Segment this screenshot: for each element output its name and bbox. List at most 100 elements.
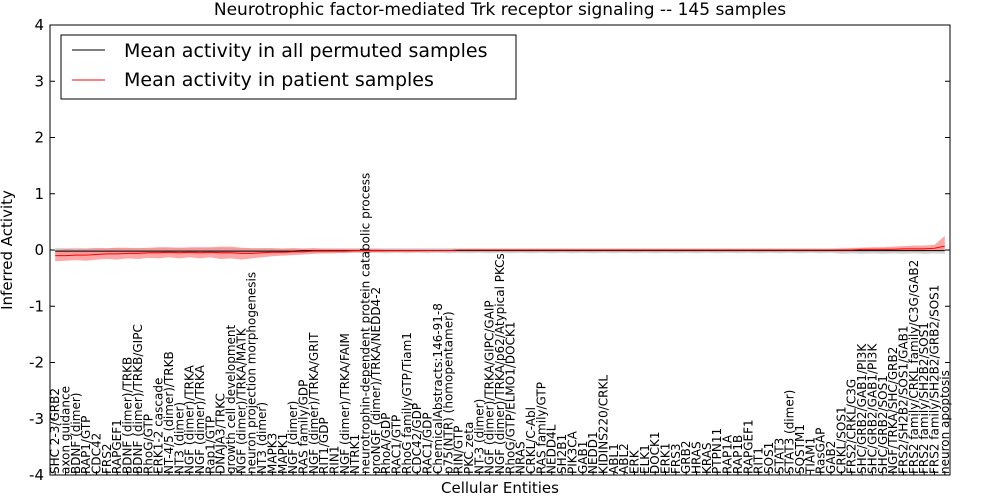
x-tick-label: p75(NTR) (homopentamer) [441,311,455,474]
x-tick-label: STAT3 [772,438,786,474]
x-tick-label: RIN/GTP [452,426,466,474]
x-tick-label: ABL1 [607,443,621,474]
y-tick-label: -2 [29,354,44,372]
y-tick-label: -3 [29,410,44,428]
x-tick-label: growth cell development [224,324,238,473]
x-tick-label: Rap1/GTP [203,416,217,474]
x-tick-label: MAPK3 [265,433,279,474]
x-tick-label: NRAS [514,441,528,474]
x-tick-label: NT-4/5 (dimer)/TRKB [162,351,176,474]
x-tick-label: RAPGEF1 [110,419,124,474]
chart-title: Neurotrophic factor-mediated Trk recepto… [214,0,786,20]
x-tick-label: NT-3 (dimer) [472,399,486,474]
x-tick-label: DOCK1 [648,431,662,474]
x-tick-label: BDNF (dimer)/TRKB/GIPC [131,324,145,474]
y-tick-label: 1 [34,185,44,203]
x-tick-label: RhoA/GDP [379,413,393,474]
x-tick-label: neuron projection morphogenesis [245,272,259,474]
x-tick-label: RAS family/GDP [296,380,310,474]
x-tick-label: FRS2 family/SH2B2/SOS1 [917,322,931,474]
x-tick-label: NGF (dimer)/TRKA/GIPC/GAIP [483,300,497,474]
line-patient [55,245,945,257]
y-tick-label: -4 [29,466,44,484]
x-tick-label: RasGAP [814,428,828,474]
x-tick-label: ABL2 [617,443,631,474]
y-tick-label: 2 [34,129,44,147]
x-tick-label: PTPN11 [710,428,724,474]
x-tick-label: SHC 2-3/GRB2 [48,388,62,474]
x-tick-label: SH2B1 [555,434,569,474]
x-tick-label: GAB1 [576,441,590,474]
x-tick-label: NEDD4L [545,424,559,474]
x-tick-label: NGF/TRKA/SHC/GRB2 [886,347,900,474]
x-tick-label: ERK1-2 cascade [152,378,166,474]
confidence-bands [55,235,945,262]
x-tick-label: neuron apoptosis [938,370,952,474]
x-tick-label: ChemicalAbstracts:146-91-8 [431,303,445,474]
x-tick-label: RIT1 [752,447,766,474]
x-tick-label: RhoG/GTP/ELMO1/DOCK1 [503,322,517,474]
x-tick-label: FRS2 family/CRKL family/C3G/GAB2 [907,260,921,474]
y-tick-label: -1 [29,297,44,315]
x-tick-label: FRS3 [669,444,683,475]
x-tick-label: NGF (dimer)/TRKA [183,364,197,474]
x-tick-label: NEDD1 [586,431,600,474]
x-tick-label: FRS2 family/SH2B2/GRB2/SOS1 [928,285,942,474]
x-tick-label: ELK1 [638,444,652,474]
y-axis-label: Inferred Activity [0,190,16,310]
x-tick-label: TIAM1 [803,437,817,475]
x-tick-label: SOS1 [762,442,776,474]
x-tick-label: RhoG/GTP [141,414,155,474]
x-tick-label: RAC1/GDP [421,412,435,474]
y-tick-label: 3 [34,72,44,90]
x-tick-label: CDC42 [90,433,104,474]
x-tick-label: BDNF (dimer)/TRKB [121,357,135,474]
x-tick-label: RAP1/GTP [79,416,93,474]
x-tick-label: MAPK1 [276,433,290,474]
x-tick-label: RAS family/GTP [534,382,548,474]
x-tick-label: NT3 (dimer) [172,402,186,474]
x-tick-label: CRKL/SOS1 [834,406,848,474]
x-tick-label: neurotrophin-dependent protein catabolic… [359,173,373,474]
x-tick-label: NGF (dimer)/TRKA/GRIT [307,332,321,474]
x-tick-label: ERK [628,449,642,474]
legend: Mean activity in all permuted samples Me… [60,34,517,100]
x-tick-label: FRS2/CRKL/C3G [845,379,859,474]
x-tick-label: RhoG family/GTP/Tiam1 [400,332,414,474]
x-tick-label: FRS2/SH2B2/SOS1/GAB1 [896,325,910,473]
x-tick-label: NGF (dimer)/TRKA/p62/Atypical PKCs [493,253,507,474]
x-tick-label: NTRK1 [348,434,362,474]
x-tick-label: BDNF (dimer) [69,393,83,475]
x-tick-label: SHC/GRB2/SOS1 [876,375,890,474]
series-lines [55,245,945,257]
legend-frame [60,34,517,100]
y-tick-label: 4 [34,16,44,34]
x-tick-label: HRAS [690,441,704,474]
x-tick-label: DNAJA3/TRKC [214,393,228,474]
x-tick-label: STAT3 (dimer) [783,390,797,474]
x-tick-label: RAC1/GTP [390,415,404,474]
x-tick-label: RAP1B [731,435,745,474]
x-tick-label: axon guidance [59,386,73,474]
y-tick-label: 0 [34,241,44,259]
x-axis-label: Cellular Entities [441,479,559,497]
x-tick-label: KIDINS220/CRKL [596,375,610,474]
x-tick-label: NGF (dimer)/TRKA [193,364,207,474]
band-patient [55,235,945,262]
x-tick-label: PIK3CA [565,430,579,474]
axis-ticks: -4 -3 -2 -1 0 1 2 3 4 [29,16,950,484]
x-tick-label: CRKL/C-Abl [524,407,538,474]
x-tick-label: FRS2 [100,444,114,475]
x-tick-label: SHC/GRB2/GAB1/PI3K [855,343,869,474]
line-permuted [55,250,945,252]
legend-label-permuted: Mean activity in all permuted samples [124,40,487,62]
x-tick-label: ERK1 [659,443,673,474]
x-tick-label: PKC zeta [462,422,476,474]
x-tick-label: RAPGEF1 [741,419,755,474]
x-tick-label: RIN1 [328,446,342,475]
x-tick-label: RAP1A [721,434,735,474]
x-tick-label: NGF (dimer)/TRKA/MATK [234,327,248,474]
x-tick-label: RIT1/GDP [317,417,331,474]
